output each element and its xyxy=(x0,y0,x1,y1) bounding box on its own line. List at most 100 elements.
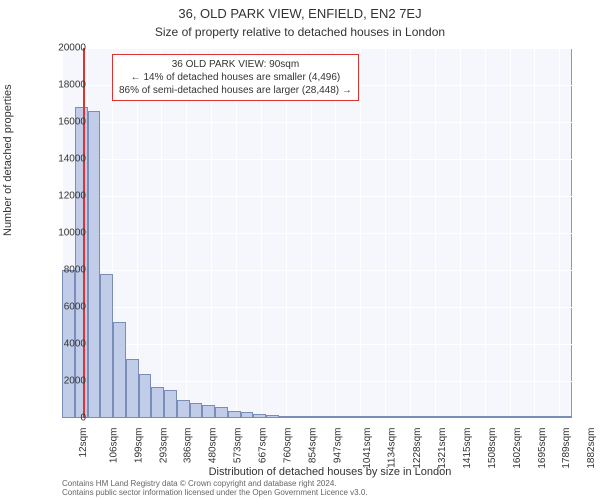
histogram-bar xyxy=(343,416,356,418)
credits-line1: Contains HM Land Registry data © Crown c… xyxy=(62,479,368,489)
histogram-bar xyxy=(330,416,343,418)
grid-line-v xyxy=(261,48,262,418)
y-axis-label: Number of detached properties xyxy=(2,84,14,236)
histogram-bar xyxy=(304,416,317,418)
histogram-bar xyxy=(190,403,203,418)
grid-line-h xyxy=(62,307,572,308)
grid-line-h xyxy=(62,344,572,345)
x-tick: 854sqm xyxy=(307,428,318,464)
y-tick: 6000 xyxy=(46,302,86,313)
grid-line-v xyxy=(485,48,486,418)
grid-line-v xyxy=(211,48,212,418)
x-tick: 573sqm xyxy=(233,428,244,464)
x-tick: 667sqm xyxy=(258,428,269,464)
page-title: 36, OLD PARK VIEW, ENFIELD, EN2 7EJ xyxy=(0,0,600,21)
grid-line-h xyxy=(62,48,572,49)
y-tick: 0 xyxy=(46,413,86,424)
x-tick: 1508sqm xyxy=(487,428,498,469)
annotation-line3: 86% of semi-detached houses are larger (… xyxy=(119,84,352,97)
x-tick: 1789sqm xyxy=(562,428,573,469)
histogram-bar xyxy=(139,374,152,418)
grid-line-h xyxy=(62,159,572,160)
grid-line-v xyxy=(534,48,535,418)
grid-line-h xyxy=(62,196,572,197)
grid-line-v xyxy=(410,48,411,418)
histogram-bar xyxy=(164,390,177,418)
grid-line-v xyxy=(435,48,436,418)
grid-line-h xyxy=(62,270,572,271)
grid-line-v xyxy=(286,48,287,418)
y-tick: 14000 xyxy=(46,154,86,165)
histogram-bar xyxy=(368,416,381,418)
x-tick: 947sqm xyxy=(332,428,343,464)
histogram-bar xyxy=(445,416,458,418)
histogram-bar xyxy=(228,411,241,418)
histogram-bar xyxy=(279,416,292,418)
histogram-bar xyxy=(394,416,407,418)
x-tick: 293sqm xyxy=(158,428,169,464)
chart-subtitle: Size of property relative to detached ho… xyxy=(0,21,600,43)
annotation-line2: ← 14% of detached houses are smaller (4,… xyxy=(119,71,352,84)
histogram-bar xyxy=(215,407,228,418)
histogram-bar xyxy=(470,416,483,418)
grid-line-h xyxy=(62,233,572,234)
credits: Contains HM Land Registry data © Crown c… xyxy=(62,479,368,498)
grid-line-v xyxy=(311,48,312,418)
histogram-bar xyxy=(534,416,547,418)
x-tick: 386sqm xyxy=(183,428,194,464)
histogram-bar xyxy=(113,322,126,418)
histogram-bar xyxy=(496,416,509,418)
y-tick: 20000 xyxy=(46,43,86,54)
x-tick: 1228sqm xyxy=(412,428,423,469)
histogram-bar xyxy=(266,415,279,418)
histogram-bar xyxy=(151,387,164,418)
histogram-bar xyxy=(521,416,534,418)
x-tick: 12sqm xyxy=(78,428,89,458)
x-tick: 199sqm xyxy=(133,428,144,464)
histogram-bar xyxy=(508,416,521,418)
histogram-bar xyxy=(406,416,419,418)
y-tick: 10000 xyxy=(46,228,86,239)
y-tick: 12000 xyxy=(46,191,86,202)
annotation-box: 36 OLD PARK VIEW: 90sqm ← 14% of detache… xyxy=(112,54,359,101)
y-tick: 16000 xyxy=(46,117,86,128)
histogram-bar xyxy=(483,416,496,418)
x-tick: 1695sqm xyxy=(537,428,548,469)
y-tick: 2000 xyxy=(46,376,86,387)
grid-line-v xyxy=(186,48,187,418)
grid-line-v xyxy=(236,48,237,418)
histogram-bar xyxy=(355,416,368,418)
annotation-line1: 36 OLD PARK VIEW: 90sqm xyxy=(119,58,352,71)
x-tick: 1134sqm xyxy=(387,428,398,468)
histogram-bar xyxy=(559,416,572,418)
x-tick: 1321sqm xyxy=(437,428,448,469)
x-tick: 1882sqm xyxy=(586,428,597,469)
grid-line-v xyxy=(559,48,560,418)
x-tick: 106sqm xyxy=(108,428,119,464)
x-tick: 1602sqm xyxy=(512,428,523,469)
histogram-bar xyxy=(292,416,305,418)
histogram-bar xyxy=(88,111,101,418)
grid-line-v xyxy=(385,48,386,418)
grid-line-v xyxy=(360,48,361,418)
histogram-bar xyxy=(432,416,445,418)
grid-line-v xyxy=(510,48,511,418)
x-tick: 1041sqm xyxy=(363,428,374,469)
x-tick: 1415sqm xyxy=(462,428,473,469)
grid-line-v xyxy=(335,48,336,418)
histogram-bar xyxy=(317,416,330,418)
histogram-bar xyxy=(547,416,560,418)
histogram-bar xyxy=(381,416,394,418)
y-tick: 8000 xyxy=(46,265,86,276)
histogram-bar xyxy=(100,274,113,418)
x-tick: 480sqm xyxy=(208,428,219,464)
histogram-bar xyxy=(177,400,190,419)
grid-line-h xyxy=(62,122,572,123)
y-tick: 4000 xyxy=(46,339,86,350)
chart: 36 OLD PARK VIEW: 90sqm ← 14% of detache… xyxy=(62,48,572,418)
credits-line2: Contains public sector information licen… xyxy=(62,488,368,498)
histogram-bar xyxy=(202,405,215,418)
grid-line-h xyxy=(62,418,572,419)
histogram-bar xyxy=(241,412,254,418)
grid-line-v xyxy=(460,48,461,418)
